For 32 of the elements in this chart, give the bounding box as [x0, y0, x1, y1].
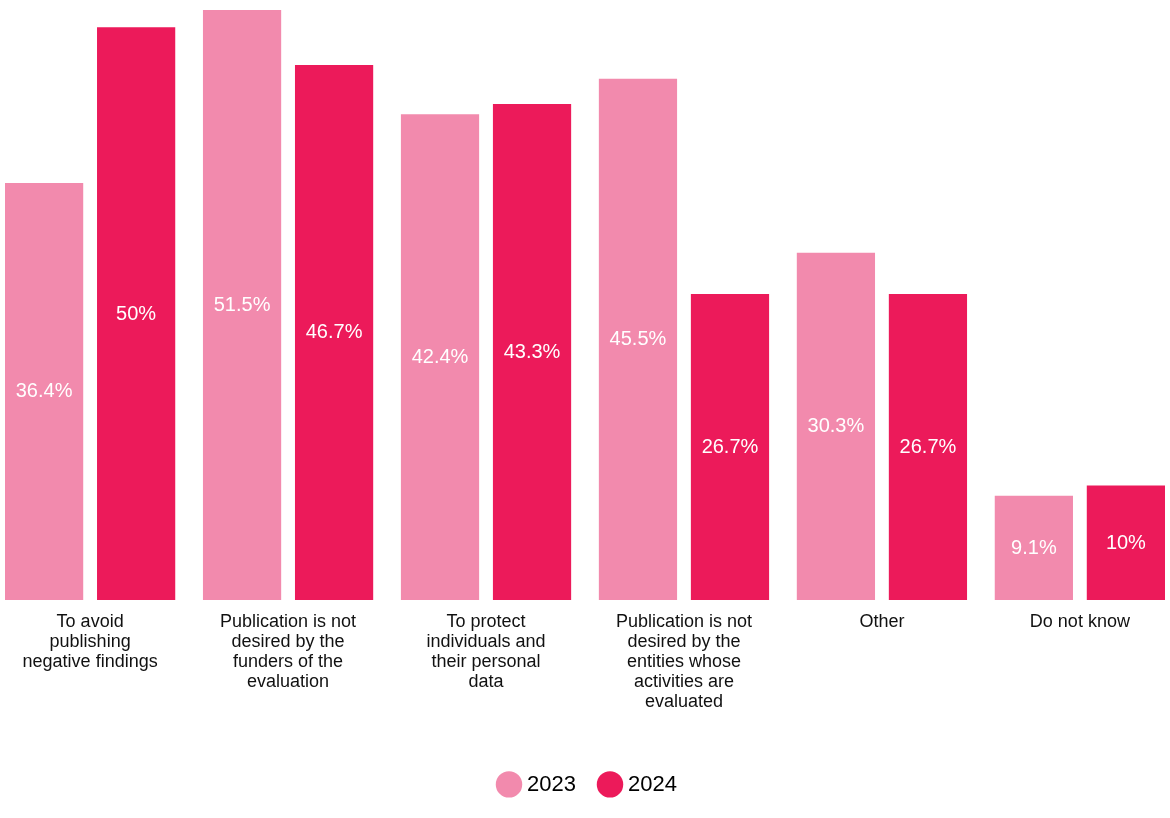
x-tick-label: To protect individuals and their personal data [426, 610, 546, 691]
x-tick-label: Publication is not desired by the entities whose activities are evaluated [615, 610, 753, 711]
data-label: 9.1% [1011, 535, 1057, 558]
bar [1086, 485, 1165, 600]
data-label: 42.4% [411, 345, 469, 368]
data-label: 26.7% [899, 435, 957, 458]
data-label: 45.5% [609, 327, 667, 350]
x-tick-label: To avoid publishing negative findings [22, 610, 158, 671]
bar [690, 294, 770, 600]
bar [888, 294, 968, 600]
bar [294, 64, 374, 600]
data-label: 26.7% [701, 435, 759, 458]
data-label: 51.5% [213, 293, 271, 315]
bar [97, 27, 176, 600]
data-label: 10% [1105, 530, 1147, 553]
bar [598, 78, 678, 600]
x-tick-label: Do not know [1029, 610, 1131, 631]
bar [5, 182, 84, 600]
bar [796, 252, 876, 600]
data-label: 50% [116, 301, 157, 324]
data-label: 36.4% [15, 379, 73, 402]
bar [202, 10, 282, 600]
bar [994, 495, 1073, 600]
x-tick-label: Other [859, 610, 905, 631]
bar [492, 103, 572, 600]
x-tick-label: Publication is not desired by the funders of the evaluation [220, 610, 357, 691]
legend-label: 2024 [628, 771, 677, 797]
data-label: 43.3% [503, 339, 561, 362]
legend-label: 2023 [527, 771, 576, 797]
data-label: 30.3% [807, 414, 865, 437]
data-label: 46.7% [305, 320, 363, 343]
bar [400, 114, 480, 600]
